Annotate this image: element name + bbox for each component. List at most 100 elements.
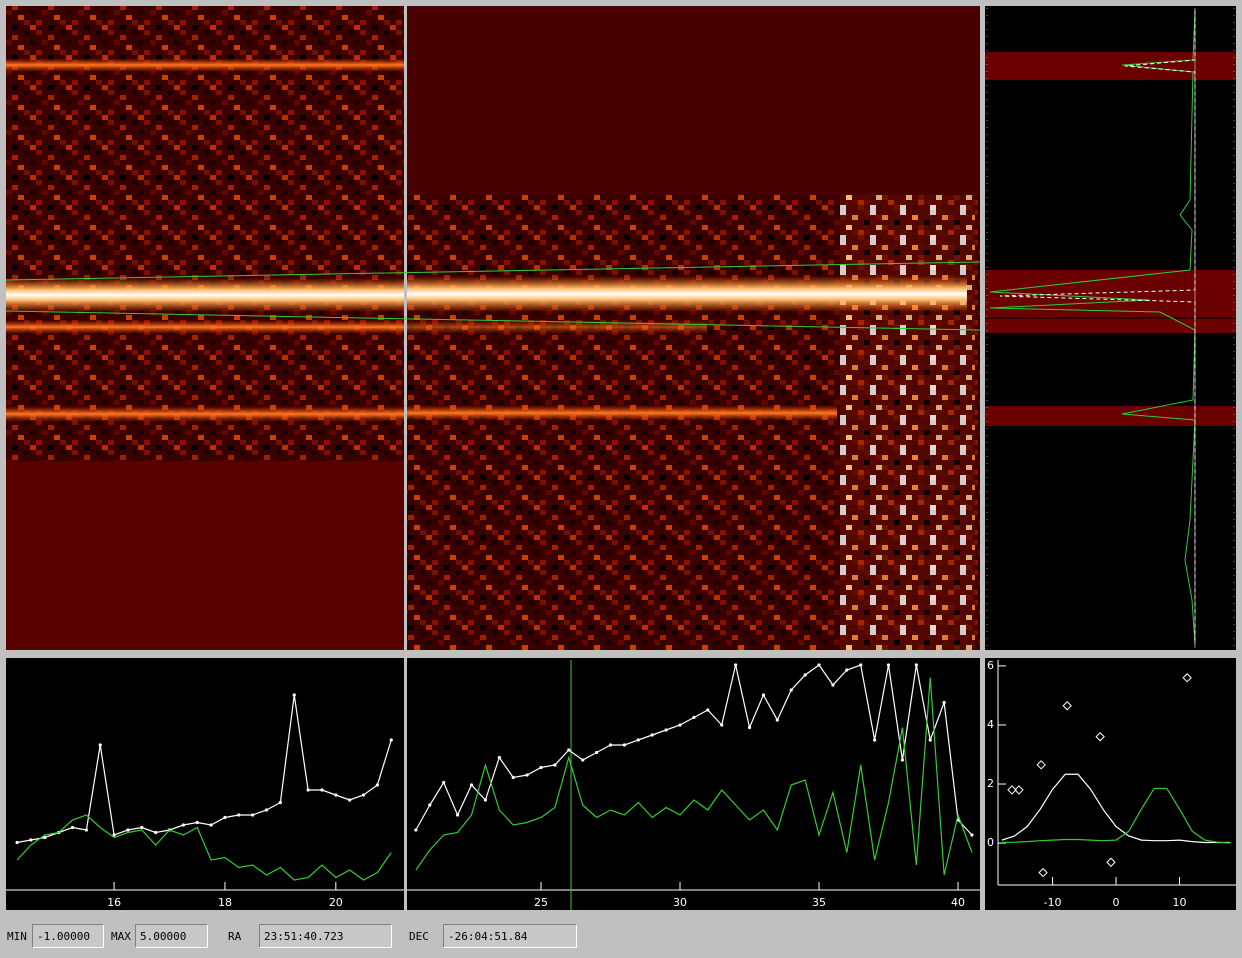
display: 16 18 20 25 30 35 4 0 -10 0 10 0 2 4 6 [5, 6, 1236, 910]
y-tick-label: 0 [987, 836, 994, 849]
point [664, 728, 668, 732]
data-area [15, 693, 393, 881]
point [747, 725, 752, 730]
left-image [6, 6, 404, 650]
point [581, 758, 585, 762]
y-tick-label: 4 [987, 718, 994, 731]
plot-panel [6, 658, 404, 910]
point [375, 783, 379, 787]
max-input[interactable]: 5.00000 [135, 924, 208, 948]
plot-panel [985, 658, 1236, 910]
x-tick-label: 30 [673, 896, 687, 909]
point [1036, 760, 1046, 770]
dec-input[interactable]: -26:04:51.84 [443, 924, 577, 948]
point [1014, 785, 1024, 795]
min-input[interactable]: -1.00000 [32, 924, 104, 948]
point [789, 688, 793, 692]
point [803, 673, 807, 677]
point [278, 800, 282, 805]
point [859, 663, 863, 667]
point [720, 723, 724, 727]
point [734, 663, 738, 667]
point [942, 700, 946, 705]
plot: 16 18 20 [6, 693, 404, 909]
point [595, 750, 599, 755]
min-label: MIN [7, 930, 27, 943]
y-tick-label: 2 [987, 777, 994, 790]
point [525, 773, 529, 777]
point [761, 693, 766, 697]
series-line [16, 694, 392, 844]
x-tick-label: 35 [812, 896, 826, 909]
point [622, 743, 627, 747]
point [497, 755, 501, 760]
point [775, 718, 779, 722]
x-tick-label: 0 [1113, 896, 1120, 909]
point [483, 798, 488, 802]
series-line [16, 814, 392, 881]
point [154, 830, 158, 835]
point [348, 798, 352, 802]
point [1007, 785, 1017, 795]
point [195, 820, 199, 825]
point [126, 828, 130, 832]
point [334, 793, 338, 797]
y-tick-label: 6 [987, 659, 994, 672]
point [539, 765, 543, 770]
point [970, 833, 974, 837]
data-area [1001, 673, 1231, 878]
point [873, 738, 877, 742]
point [886, 663, 891, 667]
point [70, 825, 75, 830]
point [1182, 673, 1192, 683]
point [181, 823, 185, 827]
point [469, 783, 474, 787]
series-line [1001, 787, 1231, 844]
point [112, 833, 116, 837]
point [511, 775, 515, 780]
point [455, 813, 460, 817]
point [306, 788, 310, 792]
point [636, 738, 640, 742]
point [442, 780, 446, 785]
max-label: MAX [111, 930, 131, 943]
x-tick-label: 10 [1173, 896, 1187, 909]
point [237, 813, 241, 817]
point [223, 815, 227, 820]
point [706, 708, 710, 712]
point [361, 793, 366, 797]
point [650, 733, 654, 737]
point [1062, 701, 1072, 711]
point [914, 663, 918, 667]
point [928, 738, 932, 742]
point [567, 748, 571, 752]
point [320, 788, 324, 792]
point [1038, 867, 1048, 878]
point [209, 823, 213, 827]
point [292, 693, 296, 697]
x-tick-label: 16 [107, 896, 121, 909]
series-line [1001, 773, 1231, 844]
point [98, 743, 102, 747]
plot: -10 0 10 0 2 4 6 [987, 659, 1236, 909]
point [140, 825, 144, 830]
x-tick-label: 25 [534, 896, 548, 909]
x-tick-label: -10 [1044, 896, 1062, 909]
ra-label: RA [228, 930, 242, 943]
point [389, 738, 393, 742]
point [264, 808, 269, 812]
point [428, 803, 432, 807]
point [15, 840, 19, 845]
plot-panel [407, 658, 980, 910]
data-area [414, 663, 974, 876]
point [692, 715, 696, 720]
ra-input[interactable]: 23:51:40.723 [259, 924, 392, 948]
profile-panel [985, 6, 1236, 650]
point [608, 743, 613, 747]
point [84, 828, 88, 832]
point [1095, 732, 1105, 742]
x-tick-label: 20 [329, 896, 343, 909]
point [831, 683, 835, 687]
point [817, 663, 821, 667]
